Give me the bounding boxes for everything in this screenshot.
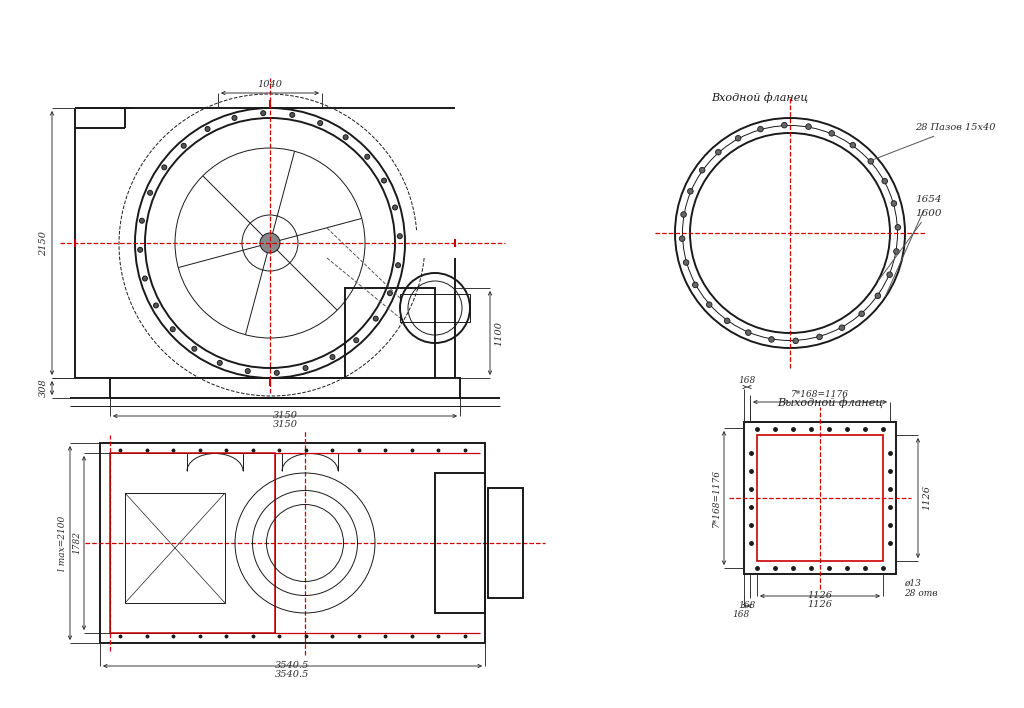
Bar — [110, 453, 275, 633]
Circle shape — [232, 115, 237, 120]
Text: 1126: 1126 — [922, 486, 931, 510]
Circle shape — [147, 190, 153, 195]
Circle shape — [716, 149, 721, 155]
Circle shape — [692, 282, 698, 287]
Circle shape — [681, 212, 686, 217]
Text: Выходной фланец: Выходной фланец — [777, 397, 883, 408]
Circle shape — [365, 154, 370, 159]
Circle shape — [882, 178, 888, 184]
Circle shape — [274, 370, 280, 375]
Text: 7*168=1176: 7*168=1176 — [791, 390, 849, 399]
Circle shape — [392, 205, 397, 210]
Circle shape — [707, 302, 712, 307]
Text: ø13
28 отв: ø13 28 отв — [904, 579, 938, 598]
Circle shape — [353, 338, 358, 343]
Circle shape — [859, 311, 864, 316]
Circle shape — [317, 120, 323, 125]
Text: 168: 168 — [738, 376, 756, 385]
Bar — [110, 378, 460, 398]
Circle shape — [217, 360, 222, 365]
Circle shape — [806, 124, 811, 130]
Circle shape — [373, 316, 378, 321]
Circle shape — [895, 224, 901, 230]
Circle shape — [303, 365, 308, 370]
Circle shape — [181, 143, 186, 148]
Bar — [488, 488, 523, 598]
Bar — [435, 473, 485, 613]
Circle shape — [679, 236, 685, 241]
Circle shape — [745, 330, 751, 336]
Circle shape — [290, 113, 295, 118]
Circle shape — [205, 127, 210, 132]
Text: 3150: 3150 — [272, 411, 298, 420]
Circle shape — [891, 200, 897, 206]
Circle shape — [343, 135, 348, 139]
Text: 168: 168 — [738, 601, 756, 610]
Circle shape — [683, 260, 689, 266]
Bar — [757, 435, 883, 561]
Text: 168: 168 — [732, 610, 750, 619]
Circle shape — [330, 355, 335, 360]
Circle shape — [793, 338, 799, 343]
Bar — [400, 294, 470, 322]
Text: 1100: 1100 — [494, 321, 503, 346]
Text: 3150: 3150 — [272, 420, 298, 429]
Bar — [110, 453, 275, 633]
Text: 1782: 1782 — [72, 532, 81, 554]
Circle shape — [868, 159, 873, 164]
Circle shape — [260, 233, 280, 253]
Circle shape — [245, 369, 250, 374]
Circle shape — [170, 327, 175, 332]
Circle shape — [397, 234, 402, 239]
Circle shape — [699, 167, 705, 173]
Circle shape — [162, 165, 167, 170]
Circle shape — [137, 247, 142, 252]
Circle shape — [387, 291, 392, 296]
Circle shape — [191, 346, 197, 351]
Text: 1654: 1654 — [886, 195, 941, 297]
Circle shape — [261, 110, 265, 115]
Text: 1126: 1126 — [808, 600, 833, 609]
Circle shape — [781, 122, 787, 128]
Bar — [744, 422, 896, 574]
Circle shape — [758, 126, 763, 132]
Text: 1600: 1600 — [879, 208, 941, 281]
Text: 3540.5: 3540.5 — [275, 670, 309, 679]
Circle shape — [139, 218, 144, 223]
Circle shape — [769, 336, 774, 342]
Bar — [345, 288, 435, 378]
Circle shape — [828, 130, 835, 136]
Circle shape — [817, 334, 822, 340]
Circle shape — [887, 272, 893, 278]
Circle shape — [687, 188, 693, 194]
Text: l max=2100: l max=2100 — [58, 515, 67, 571]
Text: 308: 308 — [39, 379, 48, 397]
Circle shape — [839, 325, 845, 331]
Bar — [100, 443, 485, 643]
Bar — [125, 493, 225, 603]
Text: 3540.5: 3540.5 — [275, 661, 309, 670]
Text: 7*168=1176: 7*168=1176 — [712, 469, 721, 527]
Text: Входной фланец: Входной фланец — [712, 92, 809, 103]
Circle shape — [395, 263, 400, 268]
Circle shape — [850, 142, 856, 148]
Circle shape — [876, 293, 881, 299]
Circle shape — [154, 303, 159, 308]
Circle shape — [382, 178, 386, 183]
Text: 2150: 2150 — [39, 231, 48, 256]
Text: 1126: 1126 — [808, 591, 833, 600]
Circle shape — [724, 318, 730, 324]
Text: 28 Пазов 15x40: 28 Пазов 15x40 — [872, 123, 995, 160]
Circle shape — [735, 135, 741, 141]
Circle shape — [894, 249, 899, 254]
Text: 1040: 1040 — [257, 80, 283, 89]
Circle shape — [142, 276, 147, 281]
